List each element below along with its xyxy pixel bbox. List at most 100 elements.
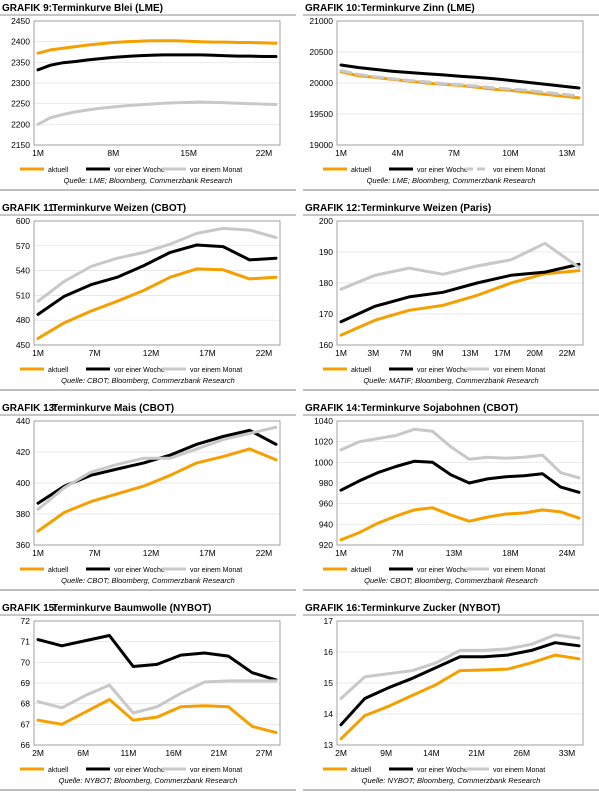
legend-label: vor einer Woche (417, 167, 468, 174)
series-line-aktuell (36, 267, 278, 340)
y-tick-label: 1000 (314, 457, 333, 467)
series-line-vor-einer-woche (339, 262, 581, 324)
x-tick-label: 7M (448, 148, 460, 158)
x-tick-label: 7M (400, 348, 412, 358)
legend-label: vor einem Monat (190, 567, 242, 574)
legend-label: aktuell (48, 367, 69, 374)
plot-frame (336, 220, 584, 346)
x-tick-label: 18M (502, 548, 519, 558)
legend-label: vor einer Woche (114, 167, 165, 174)
chart-number-label: GRAFIK 15: (2, 603, 58, 614)
legend-label: vor einem Monat (190, 167, 242, 174)
x-tick-label: 1M (32, 148, 44, 158)
x-tick-label: 12M (143, 548, 160, 558)
y-tick-label: 15 (324, 678, 334, 688)
x-tick-label: 1M (32, 348, 44, 358)
x-tick-label: 1M (335, 148, 347, 158)
x-tick-label: 21M (211, 748, 228, 758)
x-tick-label: 13M (446, 548, 463, 558)
series-line-aktuell (36, 39, 278, 55)
legend-label: vor einem Monat (493, 567, 545, 574)
chart-number-label: GRAFIK 10: (305, 3, 361, 14)
series-line-vor-einer-woche (36, 428, 278, 505)
chart-panel-5: GRAFIK 13:Terminkurve Mais (CBOT) 360 380 4… (0, 403, 296, 591)
x-tick-label: 15M (180, 148, 197, 158)
series-line-vor-einer-woche (339, 641, 581, 727)
series-line-vor-einer-woche (339, 459, 581, 494)
x-tick-label: 11M (120, 748, 136, 758)
series-line-aktuell (36, 698, 278, 735)
source-note: Quelle: MATIF; Bloomberg, Commerzbank Re… (363, 376, 538, 385)
x-tick-label: 14M (423, 748, 440, 758)
legend-label: aktuell (351, 767, 372, 774)
legend-label: vor einer Woche (417, 567, 468, 574)
y-tick-label: 400 (16, 478, 30, 488)
series-line-aktuell (339, 506, 581, 542)
y-tick-label: 940 (319, 519, 333, 529)
y-tick-label: 200 (319, 216, 333, 226)
x-tick-label: 13M (559, 148, 576, 158)
plot-frame (336, 420, 584, 546)
chart-panel-1: GRAFIK 9: Terminkurve Blei (LME) 2150 2200 2… (0, 3, 296, 191)
x-tick-label: 7M (392, 548, 404, 558)
y-tick-label: 20000 (309, 78, 333, 88)
legend-label: aktuell (48, 167, 69, 174)
plot-frame (33, 620, 281, 746)
chart-number-label: GRAFIK 11: (2, 203, 57, 214)
series-line-vor-einem-monat (339, 633, 581, 700)
series-line-aktuell (36, 447, 278, 533)
y-tick-label: 2200 (11, 119, 30, 129)
y-tick-label: 19000 (309, 140, 333, 150)
legend-label: aktuell (351, 567, 372, 574)
chart-number-label: GRAFIK 13: (2, 403, 58, 414)
series-line-vor-einem-monat (36, 226, 278, 303)
plot-frame (33, 420, 281, 546)
y-tick-label: 510 (16, 290, 30, 300)
series-line-vor-einem-monat (36, 679, 278, 715)
legend-label: aktuell (351, 167, 372, 174)
x-tick-label: 8M (107, 148, 119, 158)
y-tick-label: 2250 (11, 99, 30, 109)
x-tick-label: 17M (199, 348, 216, 358)
chart-number-label: GRAFIK 12: (305, 203, 361, 214)
chart-panel-7: GRAFIK 15:Terminkurve Baumwolle (NYBOT) 6… (0, 603, 296, 791)
y-tick-label: 190 (319, 247, 333, 257)
source-note: Quelle: LME; Bloomberg, Commerzbank Rese… (64, 176, 233, 185)
x-tick-label: 7M (89, 548, 101, 558)
chart-panel-4: GRAFIK 12: Terminkurve Weizen (Paris)1601… (303, 203, 599, 391)
y-tick-label: 440 (16, 416, 30, 426)
legend-label: vor einem Monat (493, 367, 545, 374)
x-tick-label: 1M (335, 548, 347, 558)
y-tick-label: 2450 (11, 16, 30, 26)
y-tick-label: 2150 (11, 140, 30, 150)
legend-label: aktuell (48, 767, 69, 774)
x-tick-label: 6M (77, 748, 89, 758)
x-tick-label: 22M (256, 348, 273, 358)
source-note: Quelle: CBOT; Bloomberg, Commerzbank Res… (61, 576, 235, 585)
x-tick-label: 1M (335, 348, 347, 358)
x-tick-label: 12M (143, 348, 160, 358)
y-tick-label: 17 (324, 616, 334, 626)
legend-label: vor einer Woche (114, 767, 165, 774)
plot-frame (33, 220, 281, 346)
source-note: Quelle: LME; Bloomberg, Commerzbank Rese… (367, 176, 536, 185)
y-tick-label: 68 (21, 699, 31, 709)
y-tick-label: 1040 (314, 416, 333, 426)
x-tick-label: 22M (256, 548, 273, 558)
x-tick-label: 27M (256, 748, 273, 758)
y-tick-label: 600 (16, 216, 30, 226)
x-tick-label: 17M (494, 348, 511, 358)
chart-title: Terminkurve Baumwolle (NYBOT) (52, 603, 211, 614)
y-tick-label: 570 (16, 241, 30, 251)
chart-panel-2: GRAFIK 10: Terminkurve Zinn (LME) 19000 195… (303, 3, 599, 191)
chart-number-label: GRAFIK 14: (305, 403, 361, 414)
x-tick-label: 22M (256, 148, 273, 158)
y-tick-label: 170 (319, 309, 333, 319)
legend-label: vor einer Woche (114, 567, 165, 574)
chart-panel-6: GRAFIK 14: Terminkurve Sojabohnen (CBOT) 9… (303, 403, 599, 591)
plot-frame (33, 20, 281, 146)
legend-label: vor einem Monat (190, 767, 242, 774)
series-line-vor-einer-woche (339, 63, 581, 90)
x-tick-label: 7M (89, 348, 101, 358)
